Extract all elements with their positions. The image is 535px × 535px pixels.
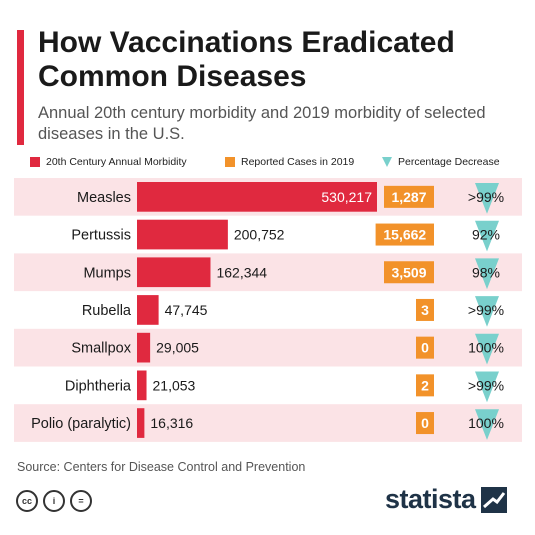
legend-label-morbidity: 20th Century Annual Morbidity xyxy=(46,156,187,168)
source-note: Source: Centers for Disease Control and … xyxy=(17,460,306,474)
category-label: Diphtheria xyxy=(65,378,132,394)
row-band xyxy=(14,404,522,442)
morbidity-bar xyxy=(137,219,228,250)
reported-chip xyxy=(416,374,434,397)
morbidity-value-label: 200,752 xyxy=(234,227,285,243)
row-band xyxy=(14,328,522,367)
decrease-triangle-icon xyxy=(475,220,499,252)
reported-chip xyxy=(375,223,434,246)
decrease-value-label: 100% xyxy=(468,340,504,356)
reported-value-label: 1,287 xyxy=(391,189,426,205)
legend-label-decrease: Percentage Decrease xyxy=(398,156,500,168)
morbidity-bar xyxy=(137,182,377,212)
license-icons: cc i = xyxy=(16,490,92,512)
cc-icon[interactable]: cc xyxy=(16,490,38,512)
decrease-value-label: 98% xyxy=(472,264,500,280)
statista-wordmark: statista xyxy=(385,484,476,514)
reported-value-label: 2 xyxy=(421,377,429,393)
morbidity-value-label: 47,745 xyxy=(165,302,208,318)
reported-chip xyxy=(384,261,434,284)
category-label: Pertussis xyxy=(71,228,131,244)
morbidity-value-label: 21,053 xyxy=(153,377,196,393)
legend-triangle-icon xyxy=(382,157,392,167)
decrease-triangle-icon xyxy=(475,296,499,327)
reported-chip xyxy=(416,412,434,435)
decrease-value-label: >99% xyxy=(468,189,504,205)
decrease-value-label: >99% xyxy=(468,377,504,393)
chart-subtitle: Annual 20th century morbidity and 2019 m… xyxy=(38,104,486,143)
decrease-triangle-icon xyxy=(475,333,499,365)
morbidity-value-label: 530,217 xyxy=(321,189,372,205)
legend: 20th Century Annual Morbidity Reported C… xyxy=(14,156,524,172)
category-label: Polio (paralytic) xyxy=(31,416,131,432)
category-label: Measles xyxy=(77,190,131,206)
morbidity-bar xyxy=(137,257,211,288)
by-icon[interactable]: i xyxy=(43,490,65,512)
legend-label-reported: Reported Cases in 2019 xyxy=(241,156,355,168)
category-label: Smallpox xyxy=(71,341,131,357)
nd-icon[interactable]: = xyxy=(70,490,92,512)
legend-item-decrease: Percentage Decrease xyxy=(382,156,500,168)
category-label: Rubella xyxy=(82,303,132,319)
row-band xyxy=(14,253,522,292)
morbidity-bar xyxy=(137,295,159,325)
category-label: Mumps xyxy=(83,265,131,281)
decrease-triangle-icon xyxy=(475,183,499,214)
statista-logo-icon xyxy=(480,486,507,513)
reported-chip xyxy=(384,185,434,208)
morbidity-value-label: 162,344 xyxy=(216,264,267,280)
reported-value-label: 0 xyxy=(421,340,429,356)
morbidity-bar xyxy=(137,370,147,401)
legend-swatch-morbidity xyxy=(30,157,40,167)
morbidity-bar xyxy=(137,332,151,363)
decrease-triangle-icon xyxy=(475,409,499,440)
chart-title: How Vaccinations Eradicated Common Disea… xyxy=(38,26,455,93)
title-accent-bar xyxy=(17,30,24,145)
legend-item-morbidity: 20th Century Annual Morbidity xyxy=(30,156,187,168)
morbidity-bar xyxy=(137,408,145,438)
legend-item-reported: Reported Cases in 2019 xyxy=(225,156,354,168)
legend-swatch-reported xyxy=(225,157,235,167)
decrease-value-label: 100% xyxy=(468,415,504,431)
decrease-triangle-icon xyxy=(475,258,499,290)
reported-value-label: 3 xyxy=(421,302,429,318)
decrease-value-label: 92% xyxy=(472,227,500,243)
statista-logo[interactable]: statista xyxy=(385,484,507,515)
morbidity-value-label: 29,005 xyxy=(156,340,199,356)
decrease-value-label: >99% xyxy=(468,302,504,318)
morbidity-value-label: 16,316 xyxy=(150,415,193,431)
decrease-triangle-icon xyxy=(475,371,499,403)
reported-chip xyxy=(416,336,434,359)
reported-value-label: 0 xyxy=(421,415,429,431)
reported-value-label: 3,509 xyxy=(391,264,426,280)
reported-value-label: 15,662 xyxy=(383,227,426,243)
chart-area: Measles 530,217 1,287 >99% Pertussis 200,752 1… xyxy=(14,178,522,442)
reported-chip xyxy=(416,298,434,321)
